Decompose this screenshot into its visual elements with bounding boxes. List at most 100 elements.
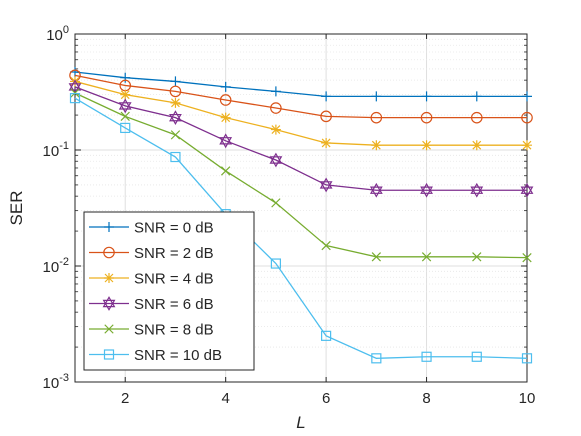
legend-box bbox=[83, 211, 255, 371]
circle-marker bbox=[370, 111, 383, 124]
square-marker bbox=[103, 349, 115, 360]
asterisk-marker bbox=[120, 89, 131, 100]
x-marker bbox=[371, 252, 382, 262]
asterisk-marker bbox=[421, 140, 432, 151]
legend-label: SNR = 4 dB bbox=[134, 271, 214, 288]
x-tick-label: 6 bbox=[322, 390, 330, 407]
legend-item: SNR = 6 dB bbox=[89, 296, 214, 313]
plot-area-frame bbox=[74, 33, 528, 383]
legend-label: SNR = 6 dB bbox=[134, 296, 214, 313]
legend-label: SNR = 2 dB bbox=[134, 245, 214, 262]
hexagram-marker bbox=[520, 182, 534, 198]
axis-labels: L SER bbox=[7, 191, 306, 432]
asterisk-marker bbox=[270, 124, 281, 135]
x-tick-label: 8 bbox=[422, 390, 430, 407]
series-line bbox=[74, 71, 527, 98]
x-marker bbox=[220, 166, 231, 176]
circle-marker bbox=[521, 111, 533, 124]
plus-marker bbox=[170, 76, 181, 87]
plus-marker bbox=[104, 222, 114, 232]
x-marker bbox=[271, 198, 281, 208]
series-snr-0-db bbox=[70, 67, 532, 102]
x-marker bbox=[104, 324, 114, 334]
square-marker bbox=[321, 330, 332, 341]
x-marker bbox=[321, 240, 331, 251]
axis-ticks: 2 4 6 8 10 100 10-1 10-2 10-3 bbox=[43, 24, 536, 407]
asterisk-marker bbox=[471, 140, 482, 151]
hexagram-marker bbox=[68, 79, 82, 95]
circle-marker bbox=[320, 110, 332, 123]
square-marker bbox=[471, 351, 482, 362]
square-marker bbox=[120, 122, 131, 134]
plus-marker bbox=[421, 91, 432, 102]
circle-marker bbox=[103, 246, 115, 259]
x-marker bbox=[421, 252, 432, 262]
y-tick-label: 10-2 bbox=[43, 256, 69, 276]
series-snr-8-db bbox=[70, 88, 532, 263]
square-marker bbox=[421, 351, 432, 362]
square-marker bbox=[371, 353, 382, 364]
square-marker bbox=[170, 151, 181, 163]
x-marker bbox=[170, 130, 181, 140]
hexagram-marker bbox=[269, 152, 283, 168]
square-marker bbox=[270, 258, 281, 269]
series-group bbox=[68, 67, 534, 364]
asterisk-marker bbox=[321, 137, 332, 148]
circle-marker bbox=[420, 111, 433, 124]
series-line bbox=[74, 97, 528, 359]
x-marker bbox=[120, 111, 130, 122]
hexagram-marker bbox=[169, 110, 182, 126]
asterisk-marker bbox=[220, 112, 231, 123]
plus-marker bbox=[371, 91, 382, 102]
series-snr-2-db bbox=[69, 69, 533, 124]
hexagram-marker bbox=[369, 182, 383, 198]
asterisk-marker bbox=[371, 140, 382, 151]
legend-item: SNR = 10 dB bbox=[89, 347, 222, 364]
x-axis-label: L bbox=[296, 413, 305, 432]
plus-marker bbox=[522, 91, 532, 102]
x-marker bbox=[522, 252, 532, 263]
plus-marker bbox=[120, 72, 131, 83]
circle-marker bbox=[470, 111, 483, 124]
legend-label: SNR = 0 dB bbox=[134, 220, 214, 237]
y-tick-label: 100 bbox=[46, 24, 69, 44]
legend-item: SNR = 0 dB bbox=[89, 220, 214, 237]
legend-item: SNR = 2 dB bbox=[89, 245, 214, 262]
legend: SNR = 0 dB SNR = 2 dB SNR = 4 dB SNR = 6 dB… bbox=[83, 211, 255, 371]
square-marker bbox=[521, 353, 533, 364]
y-tick-label: 10-1 bbox=[43, 140, 69, 160]
legend-label: SNR = 8 dB bbox=[134, 322, 214, 339]
series-line bbox=[74, 86, 527, 191]
hexagram-marker bbox=[470, 182, 484, 198]
plus-marker bbox=[321, 91, 332, 102]
circle-marker bbox=[270, 102, 282, 114]
circle-marker bbox=[219, 94, 232, 106]
legend-item: SNR = 4 dB bbox=[89, 271, 214, 288]
circle-marker bbox=[169, 85, 182, 98]
legend-item: SNR = 8 dB bbox=[89, 322, 214, 339]
hexagram-marker bbox=[102, 296, 116, 311]
hexagram-marker bbox=[420, 182, 433, 198]
y-axis-label: SER bbox=[7, 191, 26, 226]
plus-marker bbox=[471, 91, 482, 102]
y-tick-label: 10-3 bbox=[43, 372, 69, 392]
asterisk-marker bbox=[104, 273, 114, 283]
hexagram-marker bbox=[118, 98, 132, 114]
asterisk-marker bbox=[170, 97, 181, 108]
series-line bbox=[74, 80, 527, 146]
x-tick-label: 10 bbox=[519, 390, 536, 407]
hexagram-marker bbox=[219, 133, 233, 149]
series-snr-6-db bbox=[68, 79, 534, 198]
plus-marker bbox=[220, 81, 231, 92]
asterisk-marker bbox=[522, 140, 532, 151]
x-tick-label: 4 bbox=[221, 390, 229, 407]
x-marker bbox=[70, 88, 80, 98]
series-line bbox=[74, 74, 527, 119]
hexagram-marker bbox=[319, 177, 333, 193]
plus-marker bbox=[270, 86, 281, 97]
series-line bbox=[74, 92, 528, 259]
legend-label: SNR = 10 dB bbox=[134, 347, 222, 364]
x-tick-label: 2 bbox=[121, 390, 129, 407]
square-marker bbox=[69, 93, 81, 104]
